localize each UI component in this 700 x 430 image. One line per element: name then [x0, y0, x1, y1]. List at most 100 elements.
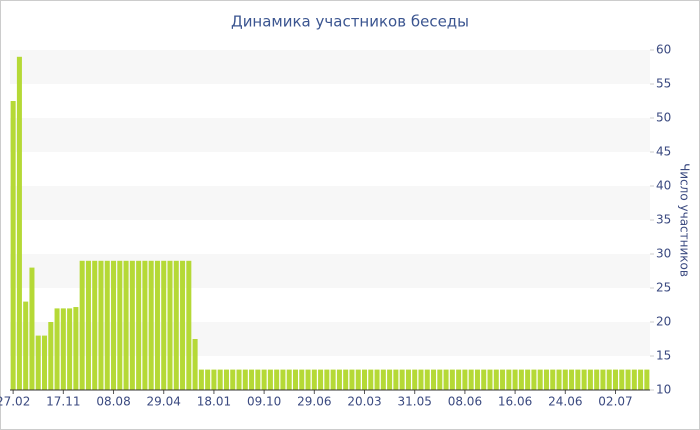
bar: [205, 369, 211, 390]
bar: [148, 260, 154, 390]
bar: [136, 260, 142, 390]
y-axis-label: Число участников: [678, 163, 692, 277]
bar: [267, 369, 273, 390]
bar: [180, 260, 186, 390]
y-tick-label: 60: [656, 43, 671, 57]
x-tick-label: 24.06: [548, 395, 582, 409]
y-tick-label: 50: [656, 111, 671, 125]
bar: [318, 369, 324, 390]
bar: [462, 369, 468, 390]
chart-title: Динамика участников беседы: [231, 13, 469, 31]
bar: [493, 369, 499, 390]
bar: [587, 369, 593, 390]
bar: [474, 369, 480, 390]
bar: [324, 369, 330, 390]
bar: [600, 369, 606, 390]
x-tick-label: 08.08: [96, 395, 130, 409]
bar: [305, 369, 311, 390]
y-tick-label: 55: [656, 77, 671, 91]
y-tick-label: 45: [656, 145, 671, 159]
bar: [399, 369, 405, 390]
bar: [10, 101, 16, 390]
x-tick-label: 20.03: [347, 395, 381, 409]
bar: [631, 369, 637, 390]
bar: [217, 369, 223, 390]
bar: [644, 369, 650, 390]
bar: [223, 369, 229, 390]
bar: [280, 369, 286, 390]
y-tick-label: 30: [656, 247, 671, 261]
bar: [117, 260, 123, 390]
bar: [468, 369, 474, 390]
grid-band: [10, 50, 650, 84]
grid-band: [10, 254, 650, 288]
bar: [405, 369, 411, 390]
bar: [443, 369, 449, 390]
bar: [487, 369, 493, 390]
bar: [349, 369, 355, 390]
bar: [142, 260, 148, 390]
bar: [481, 369, 487, 390]
bar: [73, 307, 79, 390]
bar: [111, 260, 117, 390]
grid-band: [10, 322, 650, 356]
bar: [154, 260, 160, 390]
bar: [60, 308, 66, 390]
bar: [343, 369, 349, 390]
bar: [161, 260, 167, 390]
bar: [431, 369, 437, 390]
bar: [79, 260, 85, 390]
bar: [286, 369, 292, 390]
bar: [255, 369, 261, 390]
bar: [418, 369, 424, 390]
x-tick-label: 09.10: [247, 395, 281, 409]
x-tick-label: 02.07: [598, 395, 632, 409]
bar: [129, 260, 135, 390]
bar: [362, 369, 368, 390]
bar: [35, 335, 41, 390]
bar: [23, 301, 29, 390]
x-tick-label: 29.06: [297, 395, 331, 409]
bar: [92, 260, 98, 390]
bar: [274, 369, 280, 390]
bar: [104, 260, 110, 390]
bar: [336, 369, 342, 390]
bar: [242, 369, 248, 390]
bar: [437, 369, 443, 390]
bar: [619, 369, 625, 390]
x-tick-label: 17.11: [46, 395, 80, 409]
bar: [173, 260, 179, 390]
bar: [48, 322, 54, 390]
bar: [581, 369, 587, 390]
bar: [380, 369, 386, 390]
bar: [387, 369, 393, 390]
bar: [29, 267, 35, 390]
bar: [374, 369, 380, 390]
bar: [625, 369, 631, 390]
bar: [537, 369, 543, 390]
bar: [594, 369, 600, 390]
bar: [449, 369, 455, 390]
bar: [562, 369, 568, 390]
y-tick-label: 40: [656, 179, 671, 193]
bar: [261, 369, 267, 390]
bar: [500, 369, 506, 390]
bar: [311, 369, 317, 390]
bar: [249, 369, 255, 390]
bar: [543, 369, 549, 390]
y-tick-label: 15: [656, 349, 671, 363]
bar: [525, 369, 531, 390]
bar: [236, 369, 242, 390]
bar: [85, 260, 91, 390]
x-tick-label: 18.01: [197, 395, 231, 409]
bar: [123, 260, 129, 390]
bar: [292, 369, 298, 390]
bar: [569, 369, 575, 390]
y-tick-label: 10: [656, 383, 671, 397]
bar: [299, 369, 305, 390]
bar: [531, 369, 537, 390]
bar: [575, 369, 581, 390]
bar: [512, 369, 518, 390]
bar: [393, 369, 399, 390]
